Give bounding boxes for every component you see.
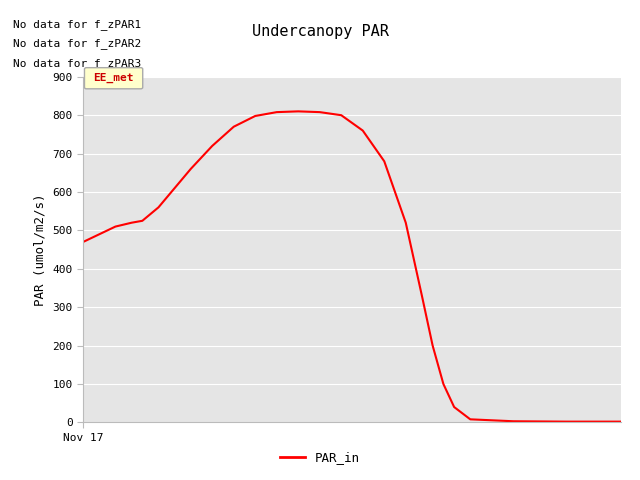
Legend: PAR_in: PAR_in bbox=[275, 446, 365, 469]
Text: No data for f_zPAR3: No data for f_zPAR3 bbox=[13, 58, 141, 69]
Text: Undercanopy PAR: Undercanopy PAR bbox=[252, 24, 388, 39]
Y-axis label: PAR (umol/m2/s): PAR (umol/m2/s) bbox=[34, 193, 47, 306]
Text: No data for f_zPAR1: No data for f_zPAR1 bbox=[13, 19, 141, 30]
Text: No data for f_zPAR2: No data for f_zPAR2 bbox=[13, 38, 141, 49]
Text: EE_met: EE_met bbox=[93, 73, 134, 84]
